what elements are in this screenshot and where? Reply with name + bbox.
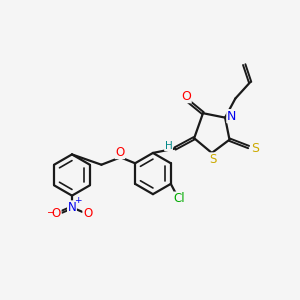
Text: O: O (115, 146, 124, 159)
Text: +: + (74, 196, 82, 206)
Text: O: O (52, 207, 61, 220)
Text: −: − (47, 208, 56, 218)
Text: Cl: Cl (174, 192, 185, 205)
Text: O: O (83, 207, 92, 220)
Text: S: S (251, 142, 259, 155)
Text: S: S (210, 153, 217, 166)
Text: N: N (68, 201, 76, 214)
Text: O: O (181, 90, 191, 103)
Text: N: N (227, 110, 236, 123)
Text: H: H (165, 141, 172, 151)
